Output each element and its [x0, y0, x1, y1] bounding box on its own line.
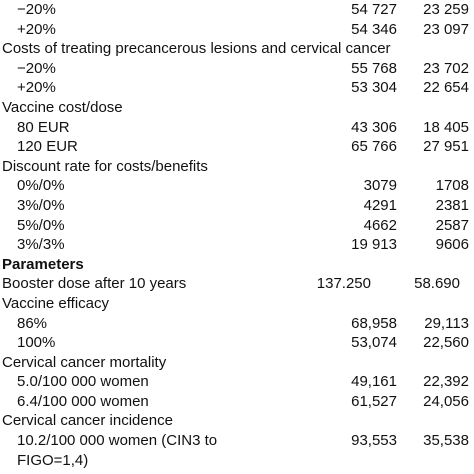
cell-value: 1708: [435, 177, 469, 195]
table-row: 10.2/100 000 women (CIN3 to 93,553 35,538: [0, 431, 474, 451]
cell-value: 19 913: [351, 236, 397, 254]
cell-value: 53 304: [351, 79, 397, 97]
row-label: 0%/0%: [17, 177, 65, 195]
table-row: 5.0/100 000 women 49,161 22,392: [0, 372, 474, 392]
row-label: +20%: [17, 20, 56, 38]
table-row: Cervical cancer mortality: [0, 353, 474, 373]
row-label: Parameters: [2, 255, 84, 273]
table-row: −20% 54 727 23 259: [0, 0, 474, 20]
cell-value: 55 768: [351, 59, 397, 77]
cell-value: 9606: [435, 236, 469, 254]
cell-value: 61,527: [351, 392, 397, 410]
table-row: 0%/0% 3079 1708: [0, 176, 474, 196]
table-row: Parameters: [0, 255, 474, 275]
table-row: 6.4/100 000 women 61,527 24,056: [0, 392, 474, 412]
row-label: Vaccine cost/dose: [2, 98, 123, 116]
cell-value: 22,560: [423, 334, 469, 352]
cell-value: 65 766: [351, 138, 397, 156]
row-label: 10.2/100 000 women (CIN3 to: [17, 432, 218, 450]
cell-value: 27 951: [423, 138, 469, 156]
row-label: Cervical cancer incidence: [2, 412, 173, 430]
row-label: 86%: [17, 314, 48, 332]
cell-value: 53,074: [351, 334, 397, 352]
row-label: 100%: [17, 334, 56, 352]
row-label: 3%/0%: [17, 196, 65, 214]
table-row: +20% 53 304 22 654: [0, 78, 474, 98]
table-row: Vaccine efficacy: [0, 294, 474, 314]
row-label: Vaccine efficacy: [2, 294, 109, 312]
table-row: −20% 55 768 23 702: [0, 59, 474, 79]
row-label: Discount rate for costs/benefits: [2, 157, 208, 175]
cell-value: 137.250: [316, 275, 371, 293]
row-label: +20%: [17, 79, 56, 97]
cell-value: 35,538: [423, 432, 469, 450]
row-label: FIGO=1,4): [17, 451, 89, 469]
cell-value: 23 097: [423, 20, 469, 38]
row-label: −20%: [17, 1, 56, 18]
cell-value: 43 306: [351, 118, 397, 136]
row-label: 80 EUR: [17, 118, 70, 136]
cell-value: 58.690: [414, 275, 460, 293]
cell-value: 3079: [363, 177, 397, 195]
table-row: 120 EUR 65 766 27 951: [0, 137, 474, 157]
row-label: Booster dose after 10 years: [2, 275, 187, 293]
cell-value: 18 405: [423, 118, 469, 136]
cell-value: 4291: [363, 196, 397, 214]
table-row: 3%/0% 4291 2381: [0, 196, 474, 216]
cell-value: 22 654: [423, 79, 469, 97]
cell-value: 54 727: [351, 1, 397, 18]
table-row: 100% 53,074 22,560: [0, 333, 474, 353]
cell-value: 2381: [435, 196, 469, 214]
cell-value: 24,056: [423, 392, 469, 410]
row-label: −20%: [17, 59, 56, 77]
table-row: 80 EUR 43 306 18 405: [0, 118, 474, 138]
row-label: 5.0/100 000 women: [17, 373, 149, 391]
table-row: Discount rate for costs/benefits: [0, 157, 474, 177]
table-row: Booster dose after 10 years 137.250 58.690: [0, 274, 474, 294]
cell-value: 54 346: [351, 20, 397, 38]
table-row: 5%/0% 4662 2587: [0, 216, 474, 236]
table-row: 86% 68,958 29,113: [0, 314, 474, 334]
table-row: Cervical cancer incidence: [0, 411, 474, 431]
table-row: FIGO=1,4): [0, 451, 474, 471]
table-row: 3%/3% 19 913 9606: [0, 235, 474, 255]
row-label: 120 EUR: [17, 138, 78, 156]
table-row: Costs of treating precancerous lesions a…: [0, 39, 474, 59]
table-row: +20% 54 346 23 097: [0, 20, 474, 40]
table-row: Vaccine cost/dose: [0, 98, 474, 118]
cell-value: 23 259: [423, 1, 469, 18]
row-label: 3%/3%: [17, 236, 65, 254]
cell-value: 93,553: [351, 432, 397, 450]
cell-value: 2587: [435, 216, 469, 234]
cell-value: 23 702: [423, 59, 469, 77]
row-label: Cervical cancer mortality: [2, 353, 167, 371]
cell-value: 68,958: [351, 314, 397, 332]
row-label: Costs of treating precancerous lesions a…: [2, 40, 391, 58]
cell-value: 4662: [363, 216, 397, 234]
row-label: 6.4/100 000 women: [17, 392, 149, 410]
cell-value: 49,161: [351, 373, 397, 391]
cell-value: 22,392: [423, 373, 469, 391]
cell-value: 29,113: [424, 314, 469, 332]
row-label: 5%/0%: [17, 216, 65, 234]
